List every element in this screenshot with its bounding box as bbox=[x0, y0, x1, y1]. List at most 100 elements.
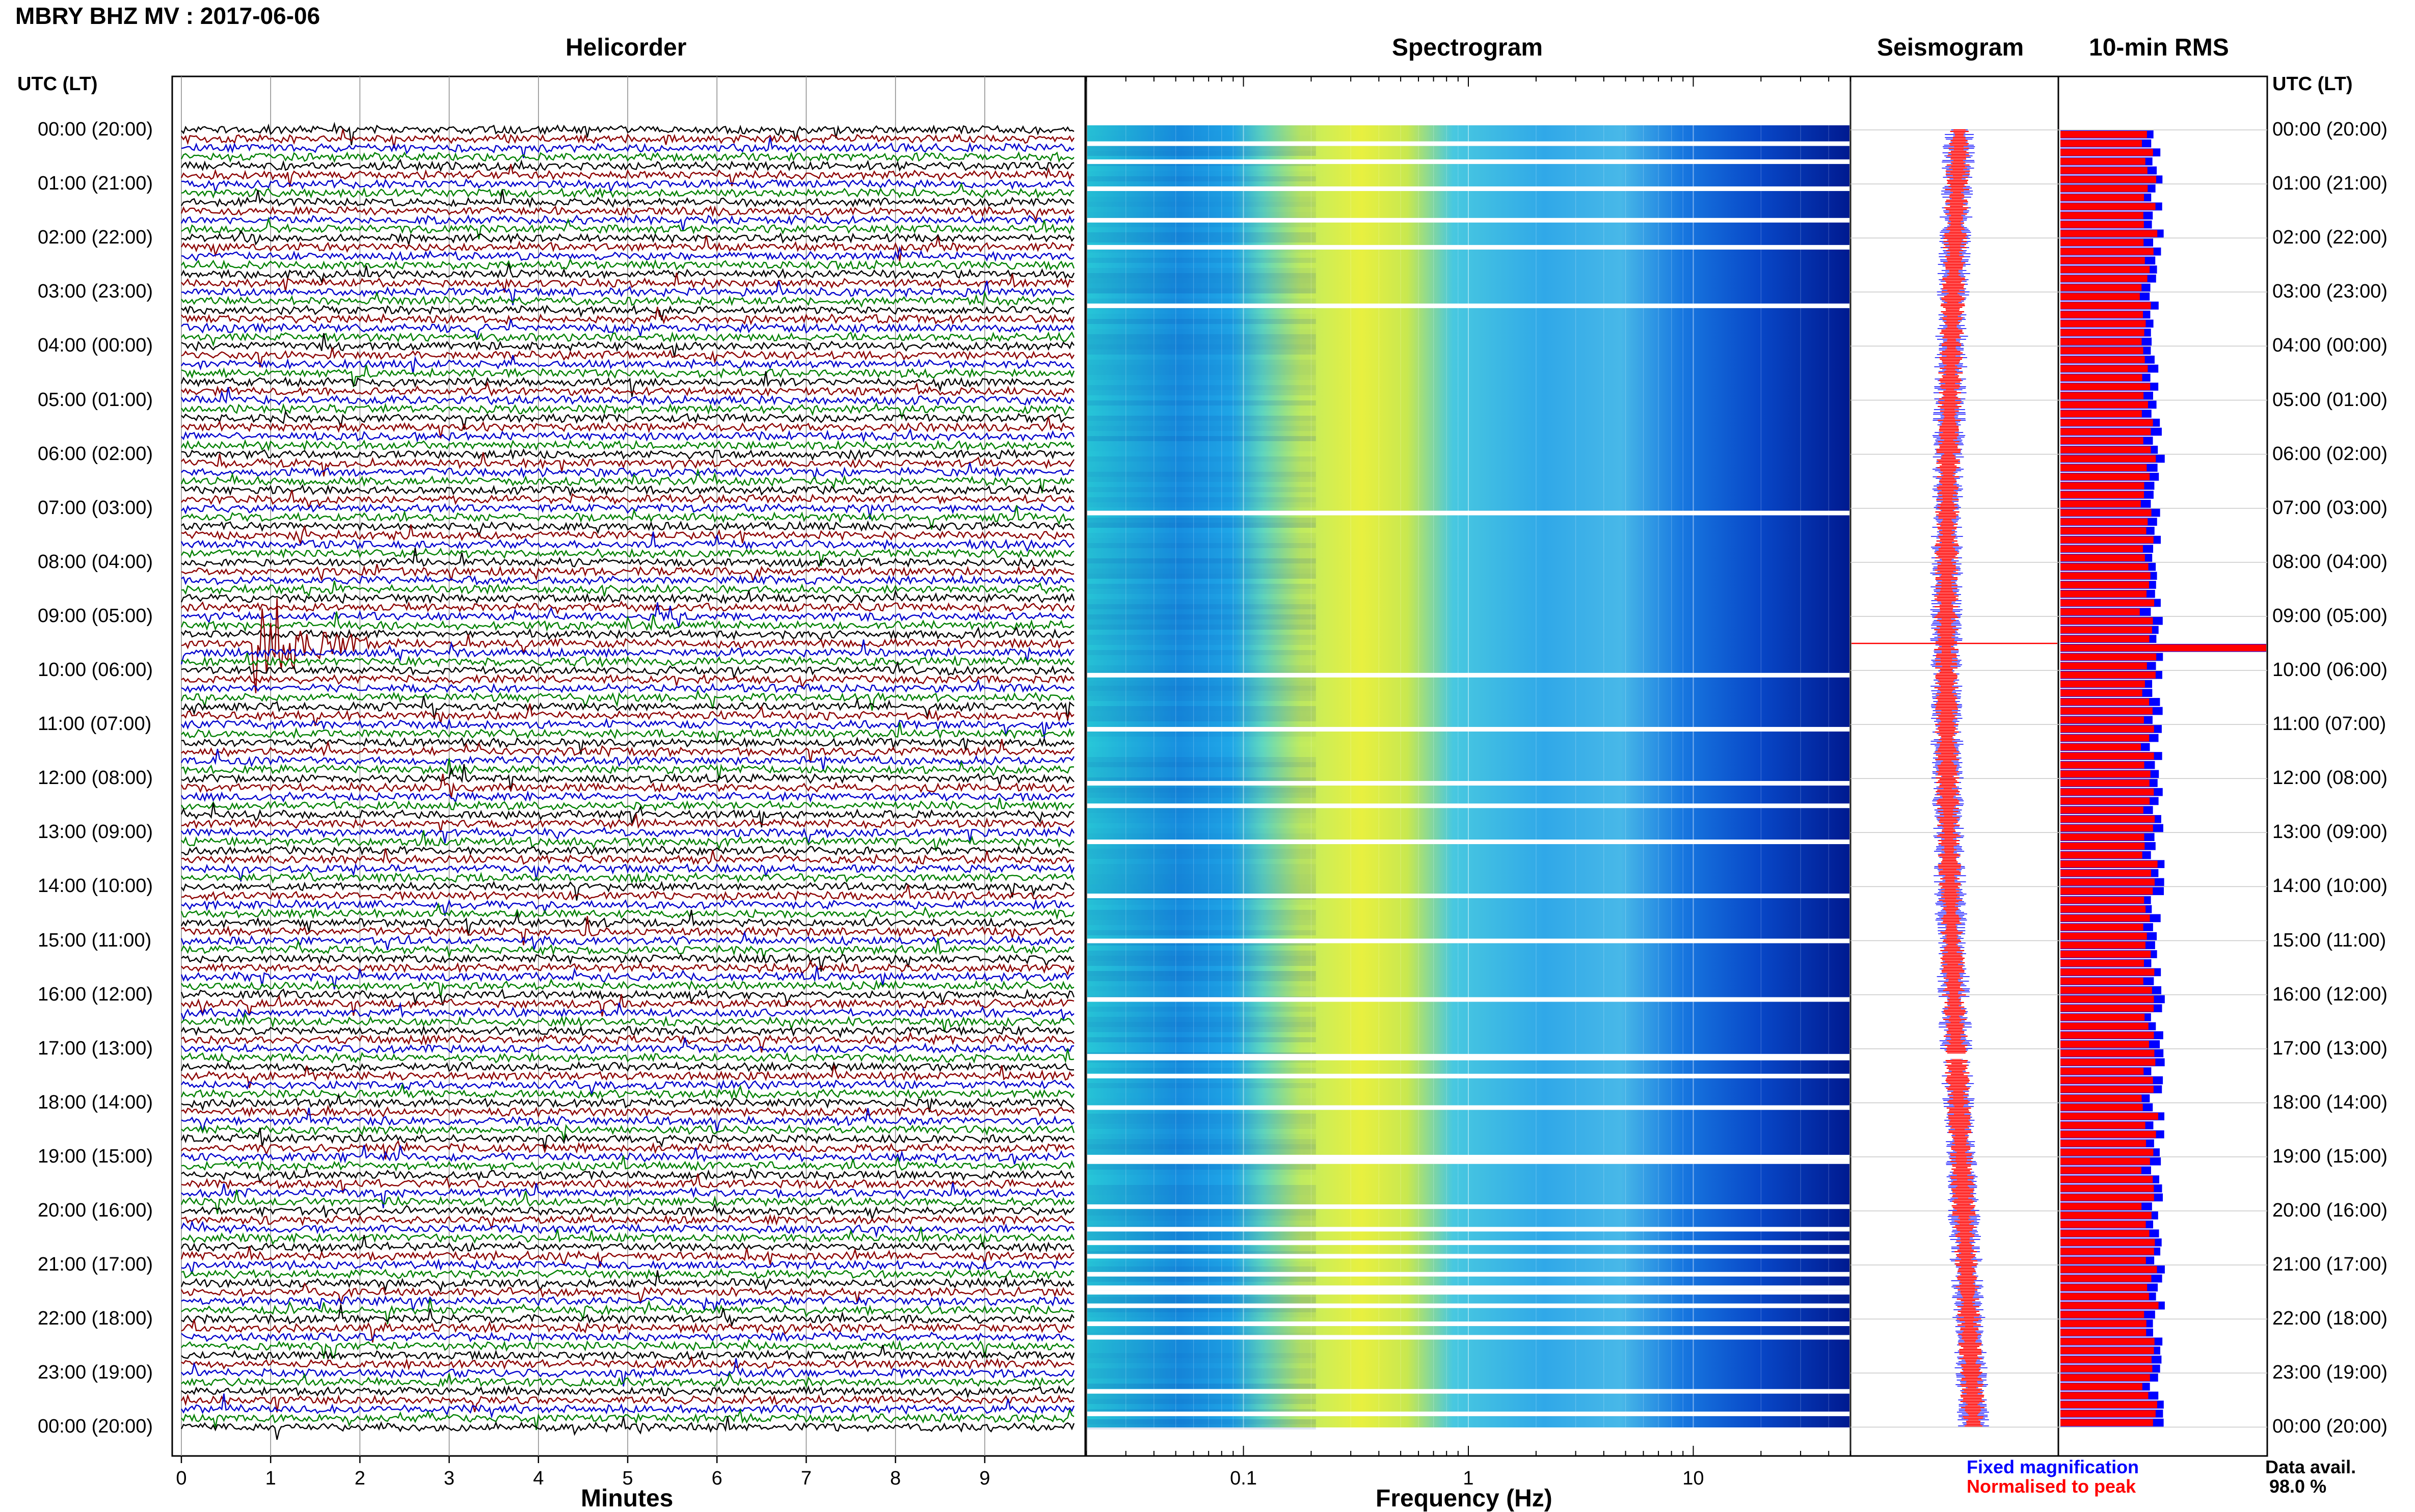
spectrogram-texture bbox=[1087, 1149, 1316, 1154]
rms-bar-normalised bbox=[2060, 743, 2141, 751]
spectrogram-texture bbox=[1087, 696, 1316, 701]
helicorder-trace bbox=[180, 748, 1075, 771]
helicorder-x-tick-label: 9 bbox=[979, 1468, 990, 1489]
helicorder-trace bbox=[180, 1416, 1075, 1440]
spectrogram-gap bbox=[1087, 1154, 1849, 1159]
spectrogram-texture bbox=[1087, 1190, 1316, 1195]
helicorder-x-tick-label: 1 bbox=[265, 1468, 276, 1489]
rms-bar-normalised bbox=[2060, 716, 2144, 724]
spectrogram-gap bbox=[1087, 218, 1849, 223]
helicorder-trace bbox=[180, 439, 1075, 452]
hour-label-left: 00:00 (20:00) bbox=[38, 119, 153, 140]
helicorder-x-tick-label: 4 bbox=[533, 1468, 544, 1489]
helicorder-trace bbox=[181, 333, 1075, 358]
helicorder-x-tick-label: 2 bbox=[355, 1468, 365, 1489]
spectrogram-texture bbox=[1087, 910, 1316, 915]
spectrogram-gap bbox=[1087, 1335, 1849, 1340]
spectrogram-texture bbox=[1087, 370, 1316, 375]
spectrogram-texture bbox=[1087, 253, 1316, 258]
rms-bar-normalised bbox=[2060, 1122, 2145, 1129]
rms-bar-normalised bbox=[2060, 1140, 2146, 1147]
spectrogram-gap bbox=[1087, 1056, 1849, 1061]
rms-bar-normalised bbox=[2060, 293, 2140, 300]
helicorder-trace bbox=[181, 695, 1075, 721]
hour-label-right: 00:00 (20:00) bbox=[2272, 1416, 2388, 1438]
helicorder-trace bbox=[180, 190, 1075, 208]
hour-label-right: 18:00 (14:00) bbox=[2272, 1091, 2388, 1113]
spectrogram-texture bbox=[1087, 655, 1316, 660]
helicorder-trace bbox=[180, 797, 1075, 812]
rms-bar-normalised bbox=[2060, 527, 2146, 534]
rms-bar-normalised bbox=[2060, 608, 2140, 615]
hour-label-left: 20:00 (16:00) bbox=[38, 1200, 153, 1221]
helicorder-x-tick-label: 3 bbox=[444, 1468, 454, 1489]
rms-bar-normalised bbox=[2060, 1248, 2154, 1255]
hour-label-left: 01:00 (21:00) bbox=[38, 173, 153, 195]
spectrogram-gap bbox=[1087, 1227, 1849, 1232]
spectrogram-texture bbox=[1087, 584, 1316, 589]
helicorder-trace bbox=[181, 121, 1075, 145]
spectrogram-texture bbox=[1087, 1027, 1316, 1032]
hour-label-left: 14:00 (10:00) bbox=[38, 875, 153, 897]
rms-bar-normalised bbox=[2060, 770, 2151, 778]
hour-label-right: 07:00 (03:00) bbox=[2272, 497, 2388, 519]
rms-bar-normalised bbox=[2060, 590, 2146, 598]
rms-bar-normalised bbox=[2060, 653, 2157, 661]
helicorder-trace bbox=[181, 416, 1075, 439]
hour-label-left: 04:00 (00:00) bbox=[38, 335, 153, 357]
spectrogram-texture bbox=[1087, 1368, 1316, 1373]
spectrogram-texture bbox=[1087, 1419, 1316, 1424]
seismogram-traces bbox=[1850, 129, 2058, 1428]
spectrogram-texture bbox=[1087, 1307, 1316, 1312]
spectrogram-texture bbox=[1087, 1012, 1316, 1017]
spectrogram-texture bbox=[1087, 946, 1316, 951]
helicorder-trace bbox=[181, 463, 1075, 479]
helicorder-trace bbox=[181, 230, 1075, 246]
helicorder-trace bbox=[181, 1407, 1075, 1430]
rms-bar-normalised bbox=[2060, 1365, 2153, 1372]
rms-bar-normalised bbox=[2060, 1410, 2156, 1417]
spectrogram-texture bbox=[1087, 976, 1316, 981]
helicorder-trace bbox=[181, 1213, 1075, 1230]
rms-bar-normalised bbox=[2060, 978, 2143, 985]
rms-bar-normalised bbox=[2060, 1347, 2154, 1354]
rms-bar-normalised bbox=[2060, 500, 2141, 507]
spectrogram-texture bbox=[1087, 1144, 1316, 1149]
rms-bar-normalised bbox=[2060, 320, 2146, 328]
spectrogram-texture bbox=[1087, 273, 1316, 278]
rms-bar-normalised bbox=[2060, 401, 2149, 409]
spectrogram-texture bbox=[1087, 467, 1316, 472]
helicorder-trace bbox=[180, 263, 1075, 284]
hour-label-left: 23:00 (19:00) bbox=[38, 1362, 153, 1384]
spectrogram-texture bbox=[1087, 1277, 1316, 1282]
spectrogram-texture bbox=[1087, 1032, 1316, 1037]
spectrogram-texture bbox=[1087, 385, 1316, 390]
rms-bar-normalised bbox=[2060, 599, 2155, 607]
rms-bar-normalised bbox=[2060, 1392, 2149, 1399]
spectrogram-texture bbox=[1087, 1312, 1316, 1317]
rms-bar-normalised bbox=[2060, 374, 2142, 382]
helicorder-trace bbox=[180, 773, 1075, 798]
spectrogram-texture bbox=[1087, 757, 1316, 762]
spectrogram-texture bbox=[1087, 548, 1316, 553]
spectrogram-gap bbox=[1087, 1254, 1849, 1259]
helicorder-trace bbox=[181, 1012, 1075, 1033]
rms-bar-normalised bbox=[2060, 140, 2142, 147]
spectrogram-texture bbox=[1087, 283, 1316, 288]
spectrogram-texture bbox=[1087, 1358, 1316, 1363]
rms-bar-normalised bbox=[2060, 167, 2148, 174]
rms-bar-normalised bbox=[2060, 1167, 2141, 1174]
helicorder-trace bbox=[181, 1140, 1075, 1159]
spectrogram-texture bbox=[1087, 991, 1316, 996]
spectrogram-texture bbox=[1087, 833, 1316, 839]
spectrogram-texture bbox=[1087, 772, 1316, 777]
rms-bar-normalised bbox=[2060, 518, 2148, 526]
hour-label-left: 18:00 (14:00) bbox=[38, 1091, 153, 1113]
hour-label-left: 19:00 (15:00) bbox=[38, 1145, 153, 1167]
helicorder-trace bbox=[180, 1394, 1075, 1413]
spectrogram-texture bbox=[1087, 314, 1316, 319]
rms-bar-normalised bbox=[2060, 1212, 2152, 1219]
spectrogram-gap bbox=[1087, 1411, 1849, 1416]
rms-bar-normalised bbox=[2060, 924, 2143, 931]
rms-bar-normalised bbox=[2060, 671, 2156, 679]
